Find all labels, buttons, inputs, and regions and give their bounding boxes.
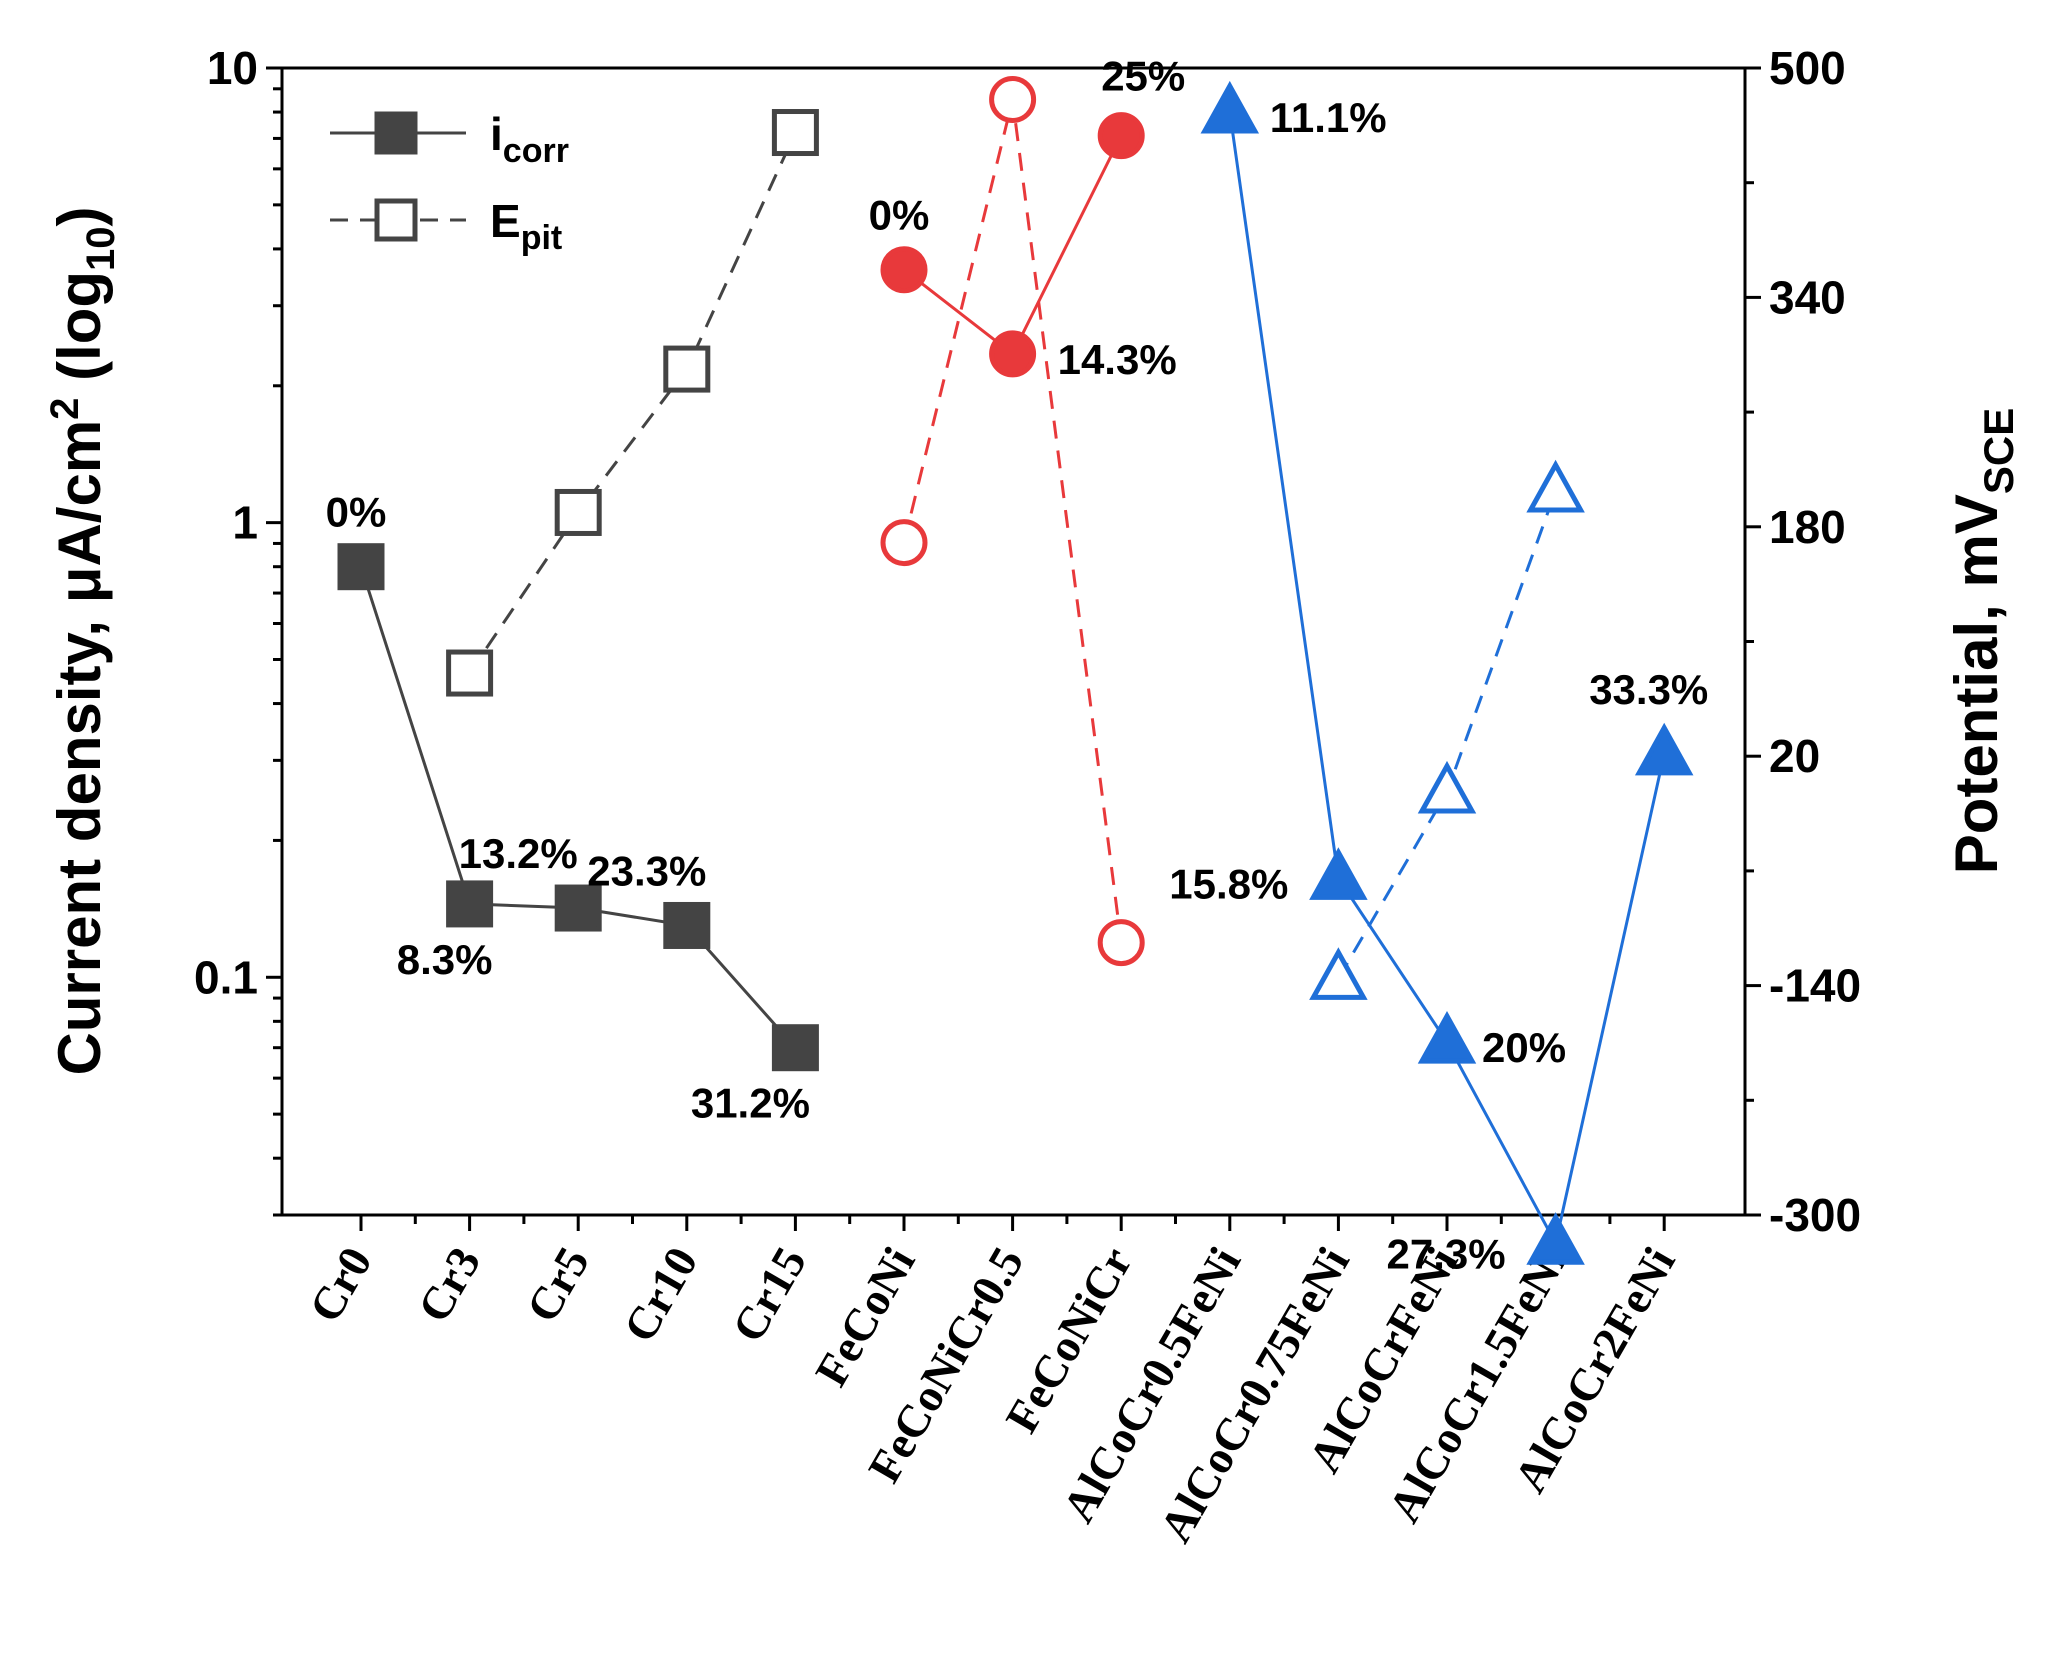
series-line bbox=[468, 131, 797, 674]
data-point-triangle bbox=[1417, 760, 1477, 814]
data-point-triangle bbox=[1526, 459, 1585, 513]
data-point-triangle bbox=[1309, 847, 1368, 900]
y-right-tick-label: 20 bbox=[1769, 730, 1820, 782]
data-point-square bbox=[771, 109, 819, 157]
x-tick-label: Cr15 bbox=[722, 1239, 816, 1351]
data-point-square bbox=[771, 1024, 819, 1072]
series-line bbox=[1337, 490, 1558, 980]
x-tick-label: Cr10 bbox=[613, 1239, 707, 1351]
legend-marker bbox=[374, 198, 418, 242]
data-label: 27.3% bbox=[1387, 1230, 1506, 1277]
data-label: 14.3% bbox=[1058, 336, 1177, 383]
y-right-tick-label: -140 bbox=[1769, 960, 1861, 1012]
y-left-tick-label: 1 bbox=[232, 497, 258, 549]
y-left-tick-label: 10 bbox=[207, 42, 258, 94]
data-point-circle bbox=[880, 519, 928, 567]
legend-label: Epit bbox=[490, 195, 562, 257]
data-label: 0% bbox=[326, 489, 387, 536]
data-label: 8.3% bbox=[397, 936, 493, 983]
data-label: 25% bbox=[1101, 53, 1185, 100]
data-point-triangle bbox=[1526, 1212, 1585, 1265]
data-point-triangle bbox=[1417, 1010, 1477, 1064]
data-point-square bbox=[337, 543, 385, 591]
series-line bbox=[902, 99, 1123, 943]
data-point-triangle bbox=[1200, 80, 1260, 134]
y-left-tick-label: 0.1 bbox=[194, 951, 258, 1003]
x-tick-label: Cr3 bbox=[408, 1239, 490, 1331]
y-right-tick-label: -300 bbox=[1769, 1189, 1861, 1241]
data-point-square bbox=[663, 901, 711, 949]
series-line bbox=[903, 134, 1123, 357]
data-point-circle bbox=[1097, 112, 1145, 160]
x-tick-label: FeCoNi bbox=[805, 1238, 925, 1394]
data-label: 23.3% bbox=[587, 847, 706, 894]
data-point-circle bbox=[989, 330, 1037, 378]
x-tick-label: Cr5 bbox=[516, 1239, 598, 1331]
data-label: 33.3% bbox=[1589, 666, 1708, 713]
y-right-tick-label: 500 bbox=[1769, 42, 1846, 94]
data-point-square bbox=[446, 880, 494, 928]
data-label: 31.2% bbox=[691, 1080, 810, 1127]
y-right-tick-label: 340 bbox=[1769, 271, 1846, 323]
data-label: 13.2% bbox=[459, 830, 578, 877]
data-point-circle bbox=[880, 246, 928, 294]
x-tick-label: Cr0 bbox=[299, 1239, 381, 1331]
data-point-square bbox=[663, 345, 711, 393]
data-label: 15.8% bbox=[1169, 860, 1288, 907]
data-label: 11.1% bbox=[1270, 94, 1387, 141]
data-point-square bbox=[446, 649, 494, 697]
data-label: 20% bbox=[1482, 1024, 1566, 1071]
data-label: 0% bbox=[869, 192, 930, 239]
data-point-circle bbox=[1097, 919, 1145, 967]
y-left-axis-title: Current density, μA/cm2 (log10) bbox=[43, 206, 123, 1075]
y-right-axis-title: Potential, mVSCE bbox=[1943, 408, 2022, 874]
data-point-square bbox=[554, 884, 602, 932]
legend-label: icorr bbox=[490, 108, 569, 170]
y-right-tick-label: 180 bbox=[1769, 501, 1846, 553]
data-point-triangle bbox=[1309, 947, 1368, 1000]
data-point-circle bbox=[989, 76, 1037, 124]
legend-marker bbox=[374, 111, 418, 155]
data-point-triangle bbox=[1634, 722, 1694, 776]
data-point-square bbox=[554, 488, 602, 536]
